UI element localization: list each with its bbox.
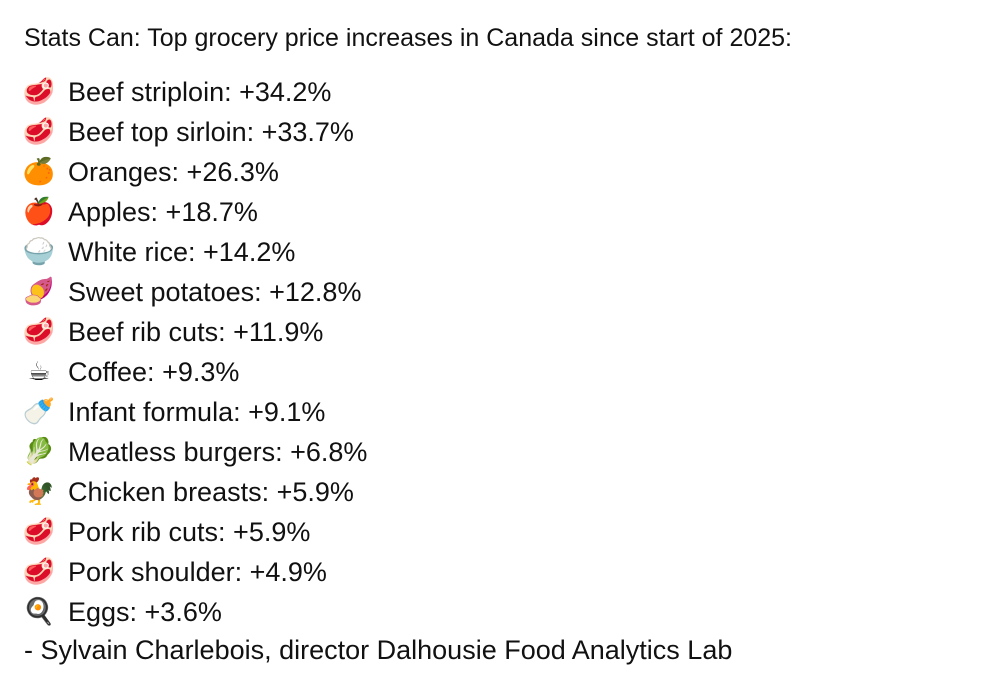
list-item: 🐓 Chicken breasts: +5.9% [22,472,367,512]
list-item-text: Sweet potatoes: +12.8% [68,276,362,307]
baby-bottle-icon: 🍼 [22,397,56,427]
coffee-icon: ☕ [27,357,51,387]
list-item: 🥩 Beef top sirloin: +33.7% [22,112,367,152]
apple-icon: 🍎 [22,197,56,227]
price-increase-list: 🥩 Beef striploin: +34.2% 🥩 Beef top sirloin… [22,72,368,632]
meat-icon: 🥩 [22,77,56,107]
list-item: 🍼 Infant formula: +9.1% [22,392,367,432]
list-item-text: Beef striploin: +34.2% [68,76,332,107]
meat-icon: 🥩 [22,557,56,587]
list-item-text: Eggs: +3.6% [68,596,222,627]
list-item-text: Beef rib cuts: +11.9% [68,316,324,347]
meat-icon: 🥩 [22,117,56,147]
list-item: ☕ Coffee: +9.3% [22,352,367,392]
list-item-text: Pork shoulder: +4.9% [68,556,327,587]
meat-icon: 🥩 [22,317,56,347]
list-item-text: Apples: +18.7% [68,196,258,227]
list-item-text: Coffee: +9.3% [68,356,240,387]
list-item: 🥩 Pork rib cuts: +5.9% [22,512,367,552]
post-title: Stats Can: Top grocery price increases i… [24,24,793,52]
list-item: 🥩 Pork shoulder: +4.9% [22,552,367,592]
list-item-text: Beef top sirloin: +33.7% [68,116,354,147]
fried-egg-icon: 🍳 [22,597,56,627]
list-item: 🍠 Sweet potatoes: +12.8% [22,272,367,312]
list-item-text: White rice: +14.2% [68,236,296,267]
list-item: 🥩 Beef rib cuts: +11.9% [22,312,367,352]
list-item: 🍎 Apples: +18.7% [22,192,367,232]
list-item-text: Chicken breasts: +5.9% [68,476,354,507]
list-item: 🍊 Oranges: +26.3% [22,152,367,192]
list-item: 🍳 Eggs: +3.6% [22,592,367,632]
list-item-text: Infant formula: +9.1% [68,396,326,427]
list-item-text: Oranges: +26.3% [68,156,279,187]
meat-icon: 🥩 [22,517,56,547]
orange-icon: 🍊 [22,157,56,187]
list-item: 🥬 Meatless burgers: +6.8% [22,432,368,472]
list-item-text: Pork rib cuts: +5.9% [68,516,311,547]
rooster-icon: 🐓 [22,477,56,507]
rice-icon: 🍚 [22,237,56,267]
list-item: 🍚 White rice: +14.2% [22,232,367,272]
leafy-green-icon: 🥬 [22,437,56,467]
list-item: 🥩 Beef striploin: +34.2% [22,72,367,112]
attribution: - Sylvain Charlebois, director Dalhousie… [24,635,733,665]
sweet-potato-icon: 🍠 [22,277,56,307]
list-item-text: Meatless burgers: +6.8% [68,436,368,467]
